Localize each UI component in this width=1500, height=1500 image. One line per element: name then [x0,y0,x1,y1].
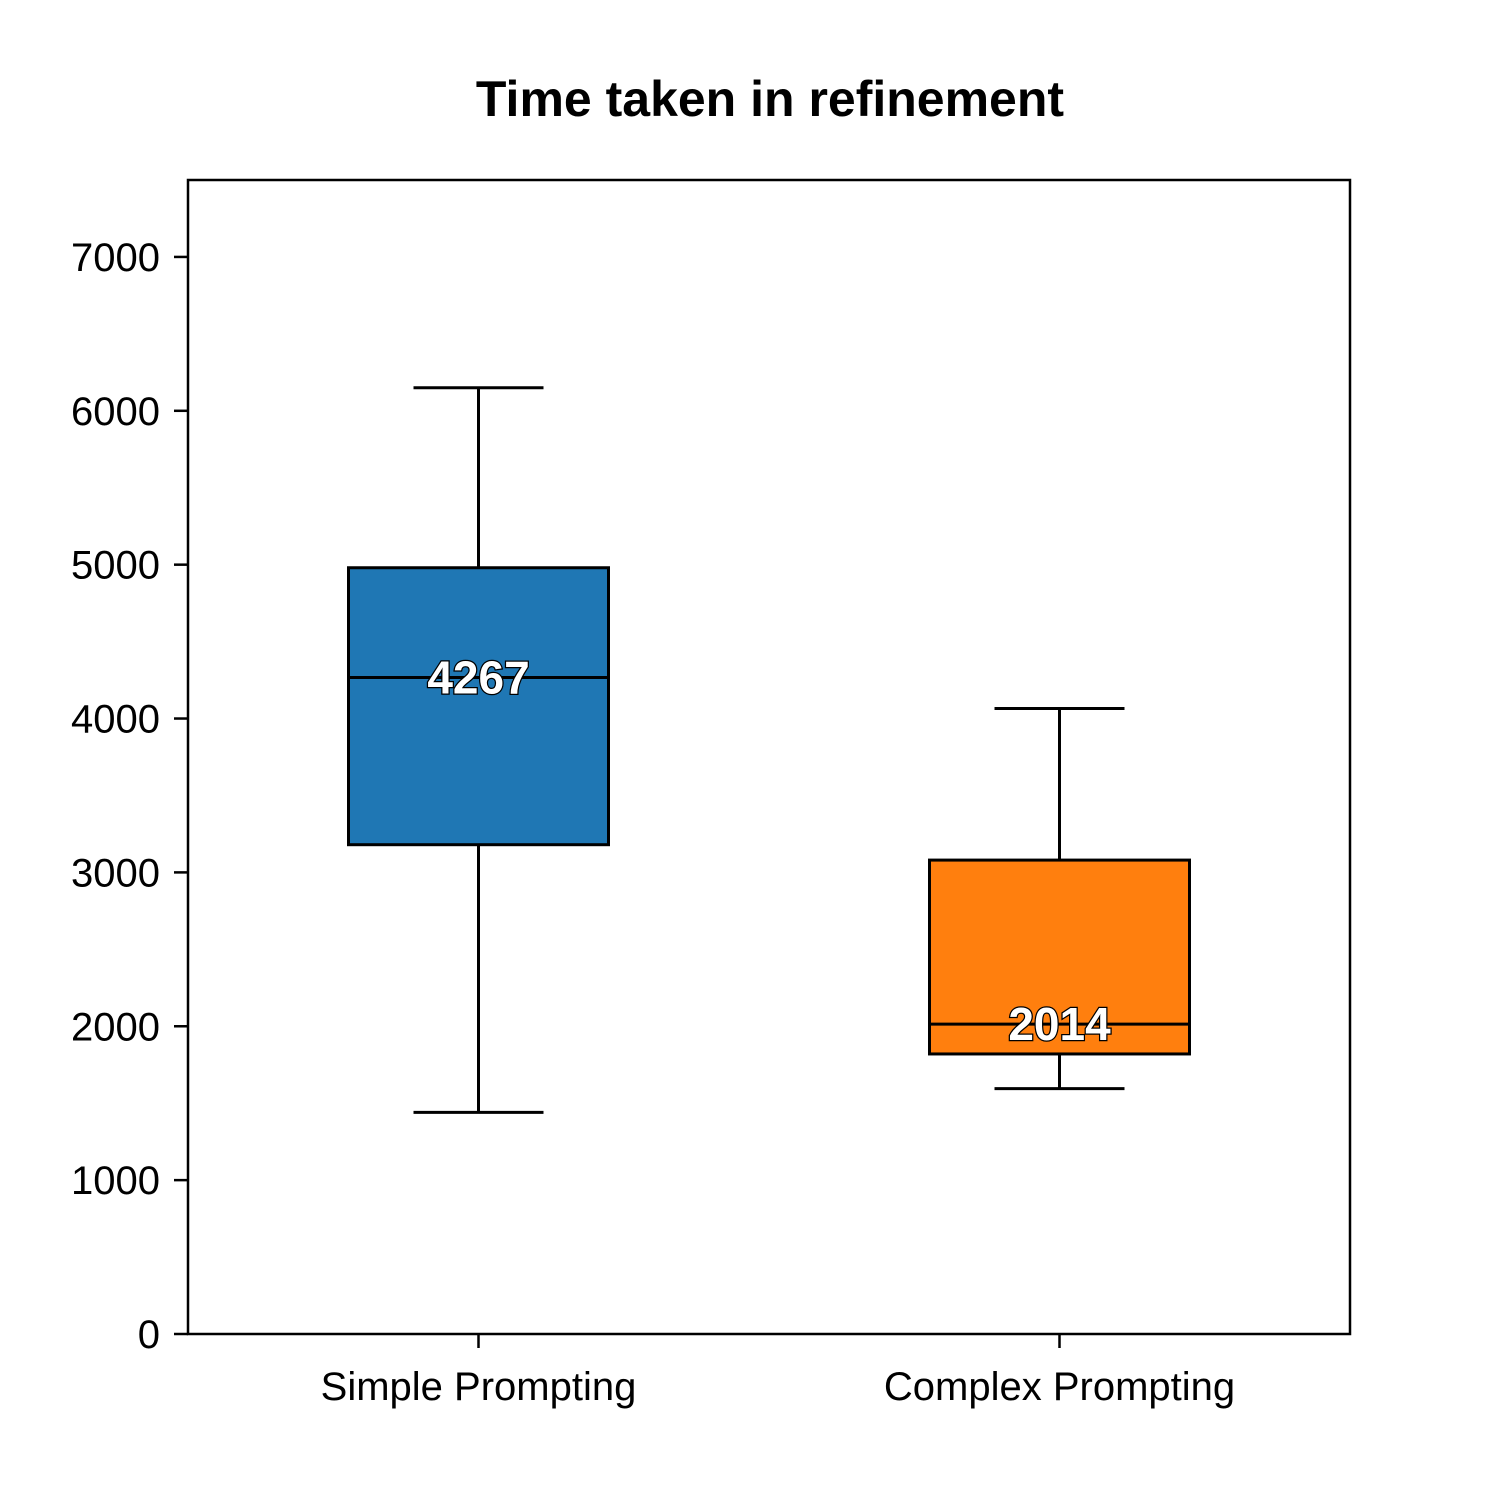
y-tick-label: 4000 [71,698,160,742]
box-iqr [347,566,610,847]
x-tick-label: Complex Prompting [884,1365,1235,1409]
median-value-label: 4267 [427,651,529,703]
box-group: 2014 [928,707,1191,1091]
x-tick-label: Simple Prompting [321,1365,637,1409]
y-tick-label: 1000 [71,1159,160,1203]
y-tick-label: 3000 [71,851,160,895]
chart-title: Time taken in refinement [476,71,1064,127]
y-tick-label: 5000 [71,544,160,588]
y-tick-label: 7000 [71,236,160,280]
y-tick-label: 2000 [71,1005,160,1049]
plot-frame [186,178,1352,1336]
boxes-layer: 4267 2014 [347,386,1191,1114]
box-iqr [928,858,1191,1056]
y-tick-label: 0 [138,1313,160,1357]
axes-layer: 0 1000 2000 3000 4000 5000 6000 7000 Simple Prom… [71,178,1352,1409]
box-group: 4267 [347,386,610,1114]
median-value-label: 2014 [1008,998,1111,1050]
y-tick-label: 6000 [71,390,160,434]
